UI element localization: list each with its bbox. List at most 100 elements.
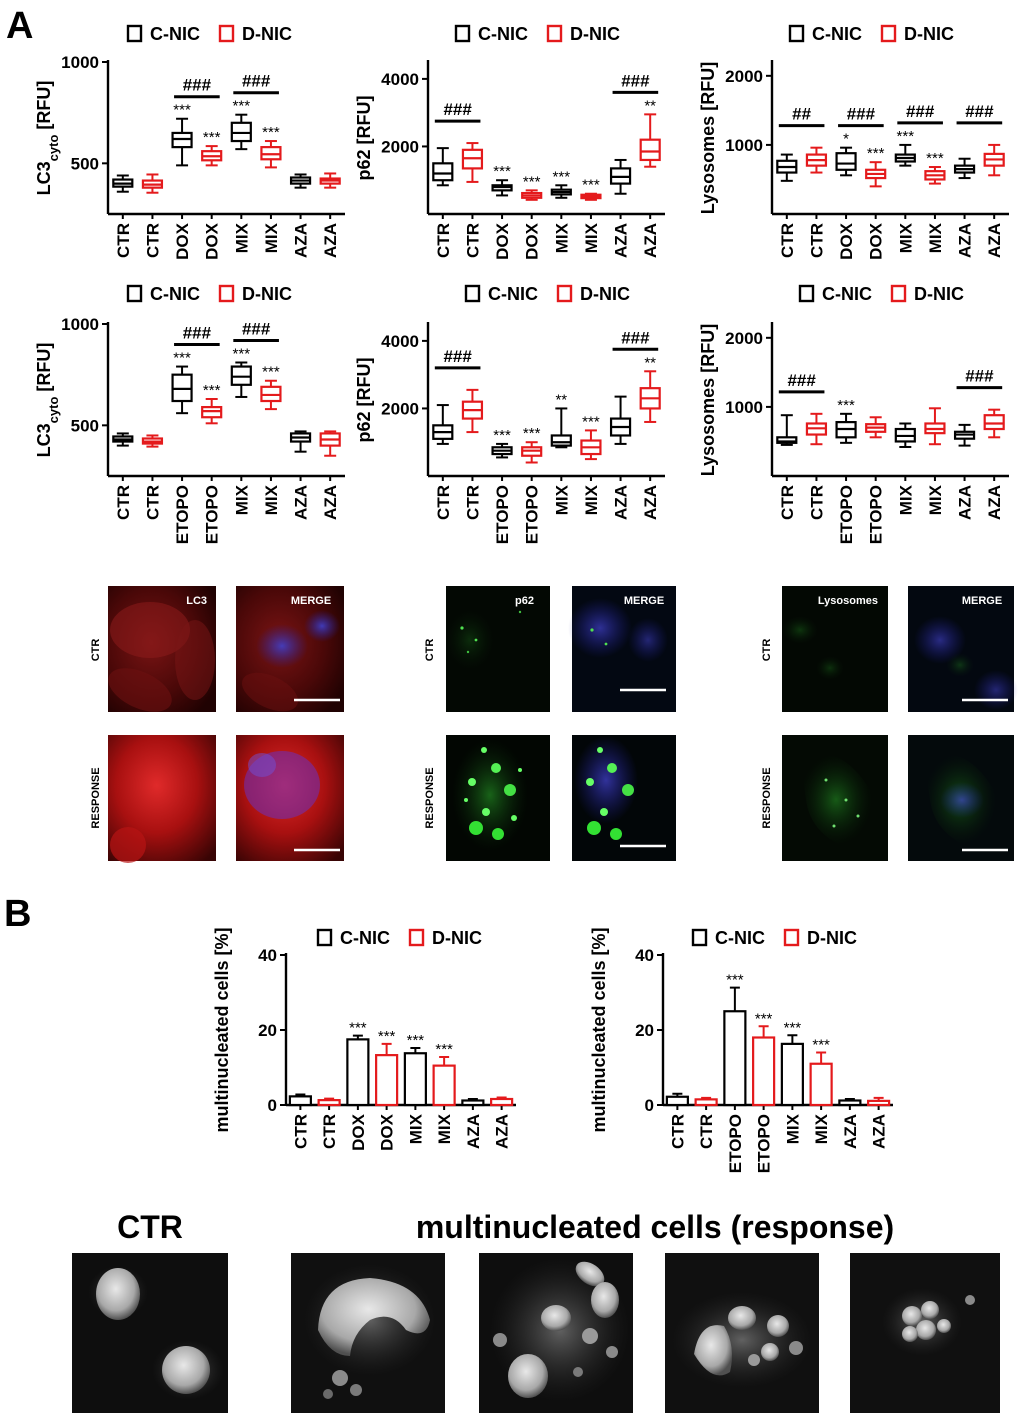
box-3: *** xyxy=(201,129,223,167)
y-tick-label: 4000 xyxy=(381,332,419,351)
box-body xyxy=(432,162,454,182)
nuclei-response-title: multinucleated cells (response) xyxy=(416,1209,894,1245)
box-6 xyxy=(609,395,632,445)
bar-body xyxy=(809,1062,833,1107)
box-7 xyxy=(319,172,341,189)
significance-stars: *** xyxy=(262,364,280,381)
box-5: *** xyxy=(580,413,602,461)
x-tick-label: MIX xyxy=(582,484,601,515)
box-4: *** xyxy=(550,168,572,199)
x-tick-label: AZA xyxy=(641,223,660,258)
significance-stars: *** xyxy=(837,397,855,414)
chart-a6: C-NIC D-NIC 1000 2000 Lysosomes [RFU] CTR CTR E… xyxy=(698,284,1009,544)
bar-1 xyxy=(694,1096,718,1107)
hash-bracket: ### xyxy=(233,320,279,343)
significance-stars: *** xyxy=(582,177,600,194)
box-7: ** xyxy=(639,354,661,423)
significance-stars: *** xyxy=(203,382,221,399)
legend-swatch-d-nic xyxy=(218,284,235,303)
hash-label: ### xyxy=(621,328,650,347)
bar-3: *** xyxy=(375,1028,399,1107)
x-tick-label: CTR xyxy=(463,223,482,258)
box-body xyxy=(983,414,1005,431)
bar-4: *** xyxy=(403,1032,427,1107)
hash-bracket: ### xyxy=(956,367,1003,390)
row-label-response-lys: RESPONSE xyxy=(761,767,773,828)
box-7 xyxy=(319,430,341,457)
legend-swatch-d-nic xyxy=(556,284,573,303)
bar-body xyxy=(403,1052,427,1107)
box-4: *** xyxy=(894,128,916,167)
x-tick-label: ETOPO xyxy=(726,1114,745,1173)
significance-stars: *** xyxy=(523,173,541,190)
legend-swatch-c-nic xyxy=(691,928,708,947)
significance-stars: *** xyxy=(173,102,191,119)
x-tick-label: AZA xyxy=(956,485,975,520)
hash-label: ### xyxy=(443,347,472,366)
y-axis-label: p62 [RFU] xyxy=(354,95,374,180)
x-tick-label: AZA xyxy=(292,485,311,520)
box-0 xyxy=(432,404,454,445)
hash-label: ### xyxy=(787,371,816,390)
x-tick-label: CTR xyxy=(143,485,162,520)
y-tick-label: 1000 xyxy=(61,315,99,334)
hash-label: ## xyxy=(792,105,811,124)
significance-stars: *** xyxy=(523,425,541,442)
x-tick-label: MIX xyxy=(552,484,571,515)
micrograph-lc3-response-merge xyxy=(236,735,344,861)
legend-label-c-nic: C-NIC xyxy=(488,284,538,304)
x-tick-label: CTR xyxy=(434,485,453,520)
legend-label-d-nic: D-NIC xyxy=(570,24,620,44)
box-5 xyxy=(924,407,946,446)
chart-b1: C-NIC D-NIC 0 20 40 multinucleated cells [%] C… xyxy=(212,927,516,1151)
x-tick-label: AZA xyxy=(321,485,340,520)
box-1 xyxy=(461,142,484,183)
box-body xyxy=(550,434,572,447)
legend: C-NIC D-NIC xyxy=(691,928,857,948)
bar-body xyxy=(432,1064,456,1107)
x-tick-label: CTR xyxy=(320,1114,339,1149)
micrograph-lys-response xyxy=(782,735,888,861)
box-6 xyxy=(609,158,632,195)
x-tick-label: MIX xyxy=(783,1113,802,1144)
box-1 xyxy=(805,146,828,174)
x-tick-label: CTR xyxy=(778,223,797,258)
micrograph-p62-ctr: p62 xyxy=(446,586,550,712)
hash-bracket: ### xyxy=(434,100,481,123)
x-tick-label: AZA xyxy=(956,223,975,258)
bar-body xyxy=(346,1038,370,1107)
legend-swatch-c-nic xyxy=(454,24,471,43)
box-4: ** xyxy=(550,391,572,449)
box-body xyxy=(835,152,857,171)
box-6 xyxy=(289,430,312,453)
x-tick-label: AZA xyxy=(464,1114,483,1149)
hash-bracket: ### xyxy=(174,324,220,347)
significance-stars: ** xyxy=(644,354,656,371)
merge-label-lc3-ctr: MERGE xyxy=(291,595,331,607)
bar-body xyxy=(694,1098,718,1107)
significance-stars: *** xyxy=(349,1020,367,1037)
significance-stars: *** xyxy=(493,427,511,444)
box-4 xyxy=(894,422,916,448)
bar-2: *** xyxy=(346,1020,370,1107)
box-3: *** xyxy=(521,425,543,464)
box-5: *** xyxy=(924,150,946,185)
micrograph-p62-response xyxy=(446,735,550,861)
hash-label: ### xyxy=(906,102,935,121)
legend-label-d-nic: D-NIC xyxy=(807,928,857,948)
significance-stars: *** xyxy=(867,145,885,162)
x-tick-label: MIX xyxy=(232,484,251,515)
box-0 xyxy=(776,153,798,182)
legend-swatch-d-nic xyxy=(890,284,907,303)
bar-5: *** xyxy=(432,1041,456,1107)
hash-label: ### xyxy=(183,324,212,343)
box-4: *** xyxy=(230,346,252,398)
box-2: *** xyxy=(835,397,857,444)
box-body xyxy=(639,138,661,162)
y-axis-label: LC3cyto [RFU] xyxy=(34,343,61,458)
box-3 xyxy=(865,416,887,439)
x-tick-label: CTR xyxy=(668,1114,687,1149)
